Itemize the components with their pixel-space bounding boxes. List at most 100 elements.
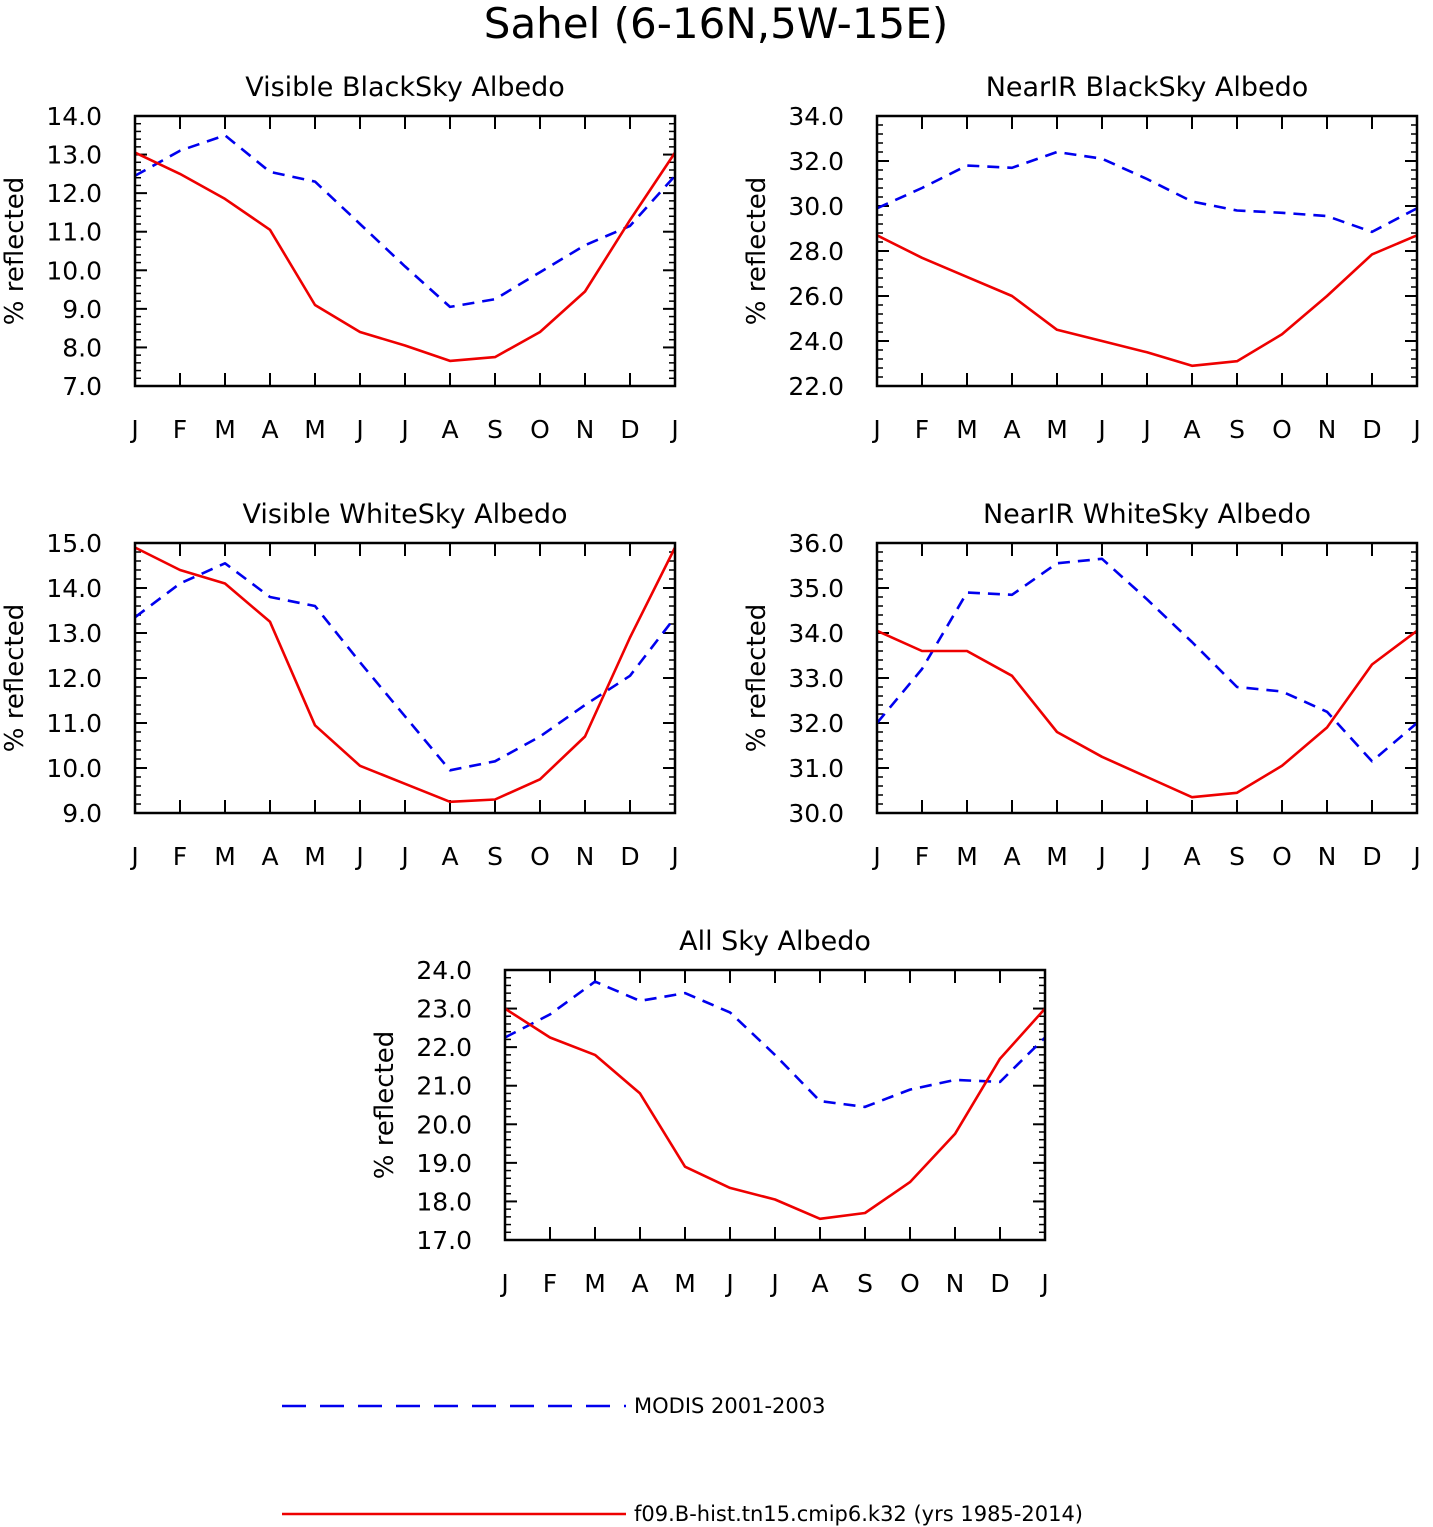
x-tick-label: O xyxy=(900,1269,920,1298)
y-tick-label: 28.0 xyxy=(788,237,844,266)
x-tick-label: J xyxy=(769,1269,778,1298)
series-model-line xyxy=(134,546,677,804)
x-tick-label: J xyxy=(499,1269,508,1298)
y-tick-label: 24.0 xyxy=(416,956,472,985)
x-tick-label: J xyxy=(399,415,408,444)
x-tick-label: M xyxy=(956,415,978,444)
x-tick-label: F xyxy=(543,1269,557,1298)
x-tick-label: J xyxy=(129,842,138,871)
x-tick-label: S xyxy=(487,842,503,871)
y-tick-label: 31.0 xyxy=(788,754,844,783)
x-tick-label: M xyxy=(956,842,978,871)
plot-frame xyxy=(133,541,677,815)
x-tick-label: M xyxy=(1046,415,1068,444)
y-tick-label: 34.0 xyxy=(788,619,844,648)
y-tick-label: 18.0 xyxy=(416,1187,472,1216)
y-tick-label: 13.0 xyxy=(46,619,102,648)
x-tick-label: O xyxy=(530,842,550,871)
y-tick-label: 22.0 xyxy=(788,372,844,401)
y-tick-label: 23.0 xyxy=(416,995,472,1024)
x-tick-label: S xyxy=(487,415,503,444)
x-tick-label: F xyxy=(915,842,929,871)
y-tick-label: 30.0 xyxy=(788,192,844,221)
y-axis-label: % reflected xyxy=(370,1031,400,1179)
y-tick-label: 9.0 xyxy=(62,295,102,324)
y-tick-label: 32.0 xyxy=(788,709,844,738)
series-modis-line xyxy=(876,557,1418,763)
x-tick-label: N xyxy=(1318,842,1337,871)
y-tick-label: 12.0 xyxy=(46,664,102,693)
y-tick-label: 32.0 xyxy=(788,147,844,176)
y-tick-label: 26.0 xyxy=(788,282,844,311)
x-tick-label: O xyxy=(1272,842,1292,871)
y-tick-label: 35.0 xyxy=(788,574,844,603)
x-tick-label: A xyxy=(261,415,278,444)
y-tick-label: 10.0 xyxy=(46,256,102,285)
y-tick-label: 9.0 xyxy=(62,799,102,828)
series-modis-line xyxy=(876,150,1418,234)
series-modis-line xyxy=(504,980,1046,1109)
panel-title: NearIR BlackSky Albedo xyxy=(986,72,1309,103)
x-tick-label: M xyxy=(214,842,236,871)
x-tick-label: A xyxy=(811,1269,828,1298)
x-tick-label: J xyxy=(1096,842,1105,871)
x-tick-label: A xyxy=(1183,842,1200,871)
x-tick-label: F xyxy=(173,415,187,444)
y-tick-label: 14.0 xyxy=(46,574,102,603)
series-model-line xyxy=(876,629,1418,799)
x-tick-label: A xyxy=(441,842,458,871)
y-tick-label: 7.0 xyxy=(62,372,102,401)
y-tick-label: 8.0 xyxy=(62,333,102,362)
y-axis-label: % reflected xyxy=(0,604,30,752)
x-tick-label: S xyxy=(1229,842,1245,871)
x-tick-label: A xyxy=(261,842,278,871)
y-tick-label: 24.0 xyxy=(788,327,844,356)
y-tick-label: 20.0 xyxy=(416,1110,472,1139)
y-tick-label: 11.0 xyxy=(46,709,102,738)
y-tick-label: 22.0 xyxy=(416,1033,472,1062)
series-modis-line xyxy=(134,561,677,772)
x-tick-label: M xyxy=(304,415,326,444)
plot-frame xyxy=(875,541,1419,815)
series-model-line xyxy=(134,151,677,363)
legend-model-label: f09.B-hist.tn15.cmip6.k32 (yrs 1985-2014… xyxy=(634,1502,1083,1526)
panel-title: Visible WhiteSky Albedo xyxy=(242,499,567,530)
x-tick-label: M xyxy=(584,1269,606,1298)
x-tick-label: M xyxy=(214,415,236,444)
y-tick-label: 14.0 xyxy=(46,102,102,131)
x-tick-label: A xyxy=(441,415,458,444)
x-tick-label: J xyxy=(1141,415,1150,444)
y-tick-label: 30.0 xyxy=(788,799,844,828)
y-tick-label: 36.0 xyxy=(788,529,844,558)
x-tick-label: N xyxy=(576,842,595,871)
panel-title: Visible BlackSky Albedo xyxy=(245,72,565,103)
y-tick-label: 11.0 xyxy=(46,218,102,247)
y-tick-label: 19.0 xyxy=(416,1149,472,1178)
x-tick-label: A xyxy=(1183,415,1200,444)
y-tick-label: 10.0 xyxy=(46,754,102,783)
x-tick-label: J xyxy=(871,415,880,444)
x-tick-label: J xyxy=(129,415,138,444)
x-tick-label: S xyxy=(1229,415,1245,444)
y-tick-label: 21.0 xyxy=(416,1072,472,1101)
y-tick-label: 13.0 xyxy=(46,141,102,170)
panel-title: All Sky Albedo xyxy=(679,926,871,957)
x-tick-label: A xyxy=(1003,842,1020,871)
x-tick-label: N xyxy=(946,1269,965,1298)
y-tick-label: 15.0 xyxy=(46,529,102,558)
x-tick-label: O xyxy=(530,415,550,444)
x-tick-label: M xyxy=(304,842,326,871)
x-tick-label: F xyxy=(173,842,187,871)
y-axis-label: % reflected xyxy=(0,177,30,325)
x-tick-label: D xyxy=(990,1269,1009,1298)
x-tick-label: O xyxy=(1272,415,1292,444)
x-tick-label: M xyxy=(674,1269,696,1298)
series-model-line xyxy=(876,234,1418,368)
x-tick-label: S xyxy=(857,1269,873,1298)
x-tick-label: J xyxy=(724,1269,733,1298)
y-tick-label: 34.0 xyxy=(788,102,844,131)
